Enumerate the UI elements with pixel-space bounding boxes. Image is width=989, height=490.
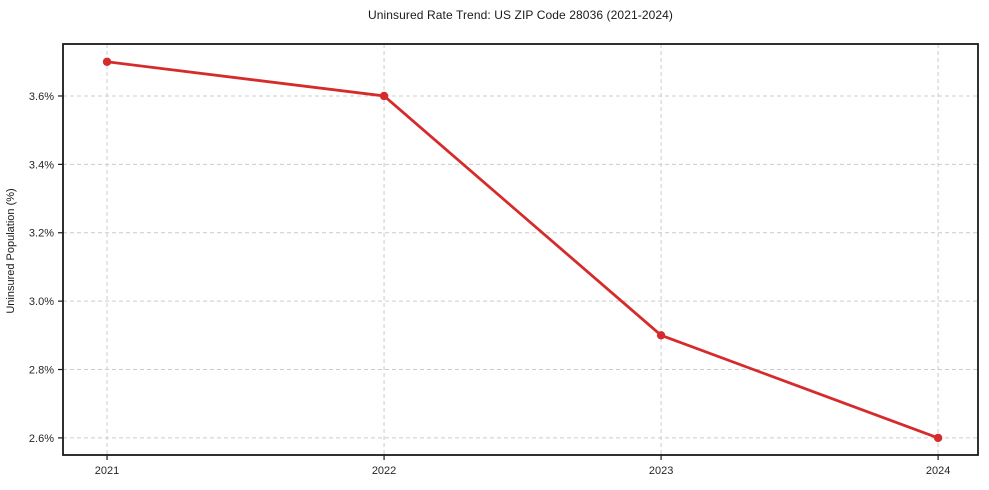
- grid-layer: [63, 44, 978, 455]
- y-tick-label: 3.2%: [29, 228, 54, 240]
- y-tick-label: 3.6%: [29, 91, 54, 103]
- y-axis-label: Uninsured Population (%): [5, 188, 17, 313]
- y-tick-label: 2.6%: [29, 433, 54, 445]
- trend-line-series: [102, 57, 943, 443]
- x-tick-label: 2021: [95, 465, 119, 477]
- data-point-2024: [933, 433, 943, 443]
- trend-line: [105, 60, 940, 440]
- y-tick-label: 3.0%: [29, 296, 54, 308]
- axes-layer: 2.6% 2.8% 3.0% 3.2% 3.4% 3.6% 2021 2022 2023 2024: [29, 43, 979, 477]
- plot-border: [62, 43, 979, 456]
- x-tick-label: 2024: [926, 465, 950, 477]
- x-tick-label: 2022: [372, 465, 396, 477]
- x-tick-label: 2023: [649, 465, 673, 477]
- chart-title: Uninsured Rate Trend: US ZIP Code 28036 …: [367, 8, 674, 22]
- y-tick-label: 3.4%: [29, 159, 54, 171]
- data-point-2022: [379, 91, 389, 101]
- data-point-2023: [656, 331, 666, 340]
- y-tick-label: 2.8%: [29, 365, 54, 377]
- data-point-2021: [102, 57, 112, 66]
